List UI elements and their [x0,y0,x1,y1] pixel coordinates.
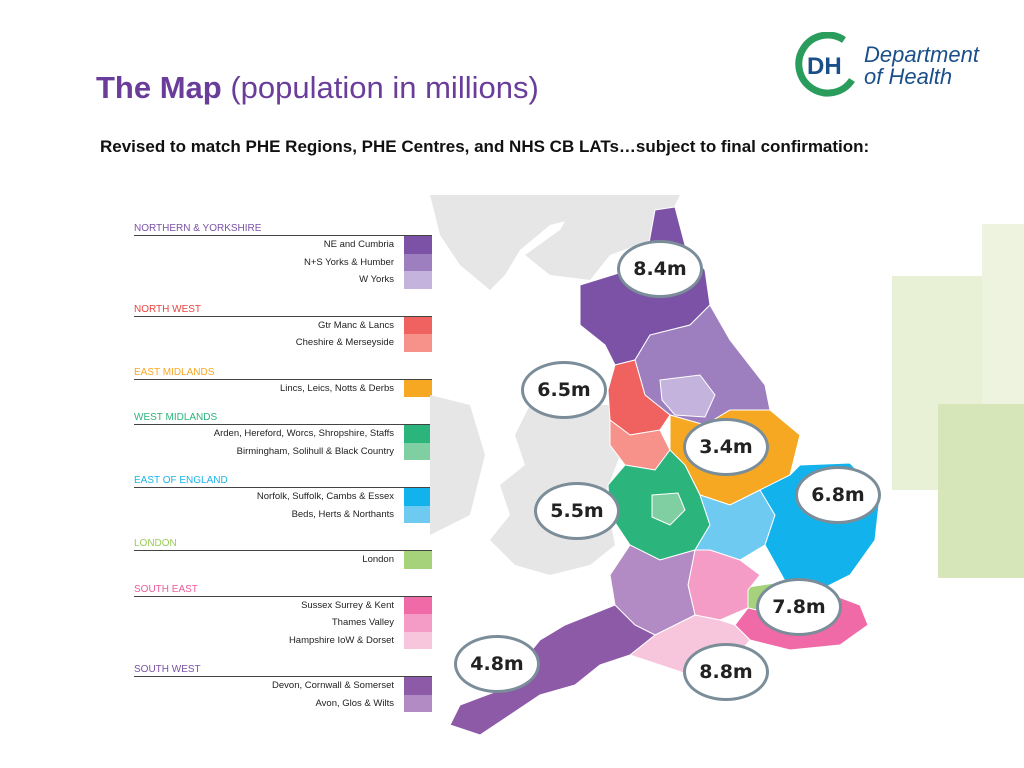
legend-item-label: London [362,554,394,566]
region-beds-herts [694,489,776,561]
dh-logo: DH Department of Health [794,30,994,100]
legend-swatch [404,316,432,334]
population-bubble-east-of-england: 6.8m [795,466,881,524]
legend-group: WEST MIDLANDS Arden, Hereford, Worcs, Shr… [134,411,432,460]
population-bubble-south-east: 7.8m [756,578,842,636]
legend-swatch [404,694,432,712]
legend-swatch [404,271,432,289]
legend-swatch [404,596,432,614]
legend-swatch [404,677,432,695]
ireland-land [430,395,485,535]
legend-item-label: NE and Cumbria [323,239,394,251]
legend-group: SOUTH EAST Sussex Surrey & Kent Thames Val… [134,583,432,649]
legend-item: Hampshire IoW & Dorset [134,631,432,649]
legend-item: Norfolk, Suffolk, Cambs & Essex [134,488,432,506]
legend-group-title: LONDON [134,537,432,551]
legend-group: EAST OF ENGLAND Norfolk, Suffolk, Cambs &… [134,474,432,523]
legend-item-label: Gtr Manc & Lancs [317,319,394,331]
legend-item: Avon, Glos & Wilts [134,694,432,712]
legend-item: W Yorks [134,271,432,289]
legend-item-label: W Yorks [359,274,394,286]
legend-swatch [404,236,432,254]
legend-swatch [404,614,432,632]
legend-item-label: Arden, Hereford, Worcs, Shropshire, Staf… [213,428,394,440]
legend-item: Lincs, Leics, Notts & Derbs [134,379,432,397]
legend-item: Arden, Hereford, Worcs, Shropshire, Staf… [134,425,432,443]
decor-square [982,224,1024,404]
legend-group: LONDON London [134,537,432,569]
legend-item: Cheshire & Merseyside [134,334,432,352]
legend-item-label: Devon, Cornwall & Somerset [272,680,394,692]
legend-group-title: SOUTH WEST [134,663,432,677]
legend-group-title: NORTH WEST [134,303,432,317]
svg-text:DH: DH [807,53,842,80]
legend-group-title: SOUTH EAST [134,583,432,597]
legend-item-label: Norfolk, Suffolk, Cambs & Essex [256,491,394,503]
legend-item-label: Thames Valley [331,617,394,629]
logo-line1: Department [864,42,979,67]
legend-swatch [404,551,432,569]
legend-item-label: Cheshire & Merseyside [295,337,394,349]
dh-logo-icon: DH [795,32,855,97]
population-bubble-north-west: 6.5m [521,361,607,419]
legend-item: London [134,551,432,569]
region-devon-cornwall [449,604,656,736]
legend-group-title: EAST MIDLANDS [134,366,432,380]
population-bubble-south-west: 4.8m [454,635,540,693]
population-bubble-northern-yorkshire: 8.4m [617,240,703,298]
scotland-land [430,195,590,290]
legend-group: SOUTH WEST Devon, Cornwall & Somerset Avon… [134,663,432,712]
legend-item: Birmingham, Solihull & Black Country [134,442,432,460]
scotland-land-2 [525,195,680,280]
legend-item: Thames Valley [134,614,432,632]
legend-group-title: EAST OF ENGLAND [134,474,432,488]
legend-group-title: WEST MIDLANDS [134,411,432,425]
legend-item-label: Hampshire IoW & Dorset [288,634,394,646]
legend-item-label: N+S Yorks & Humber [303,256,394,268]
legend-item: Devon, Cornwall & Somerset [134,677,432,695]
legend-item: NE and Cumbria [134,236,432,254]
legend-item: Sussex Surrey & Kent [134,596,432,614]
legend-swatch [404,631,432,649]
legend-group-title: NORTHERN & YORKSHIRE [134,222,432,236]
population-bubble-east-midlands: 3.4m [683,418,769,476]
page-title: The Map (population in millions) [96,70,539,105]
legend-group: EAST MIDLANDS Lincs, Leics, Notts & Derbs [134,366,432,397]
legend-item: N+S Yorks & Humber [134,253,432,271]
legend-group: NORTHERN & YORKSHIRE NE and Cumbria N+S Yo… [134,222,432,289]
decor-square [938,404,1024,578]
legend-swatch [404,442,432,460]
legend-swatch [404,505,432,523]
legend-item-label: Lincs, Leics, Notts & Derbs [279,382,394,394]
logo-line2: of Health [864,64,953,89]
legend-swatch [404,425,432,443]
legend-swatch [404,253,432,271]
population-bubble-london-se: 8.8m [683,643,769,701]
region-w-yorks [659,374,716,418]
legend-item-label: Birmingham, Solihull & Black Country [236,445,394,457]
legend-item: Beds, Herts & Northants [134,505,432,523]
page-subtitle: Revised to match PHE Regions, PHE Centre… [100,137,870,156]
legend-item-label: Avon, Glos & Wilts [315,697,395,709]
legend-swatch [404,488,432,506]
legend-swatch [404,334,432,352]
legend: NORTHERN & YORKSHIRE NE and Cumbria N+S Yo… [134,222,432,712]
legend-item-label: Beds, Herts & Northants [291,508,394,520]
population-bubble-west-midlands: 5.5m [534,482,620,540]
region-birmingham [651,492,686,526]
legend-group: NORTH WEST Gtr Manc & Lancs Cheshire & Mer… [134,303,432,352]
legend-item: Gtr Manc & Lancs [134,316,432,334]
legend-item-label: Sussex Surrey & Kent [301,599,394,611]
region-avon-glos [609,544,696,636]
legend-swatch [404,379,432,397]
